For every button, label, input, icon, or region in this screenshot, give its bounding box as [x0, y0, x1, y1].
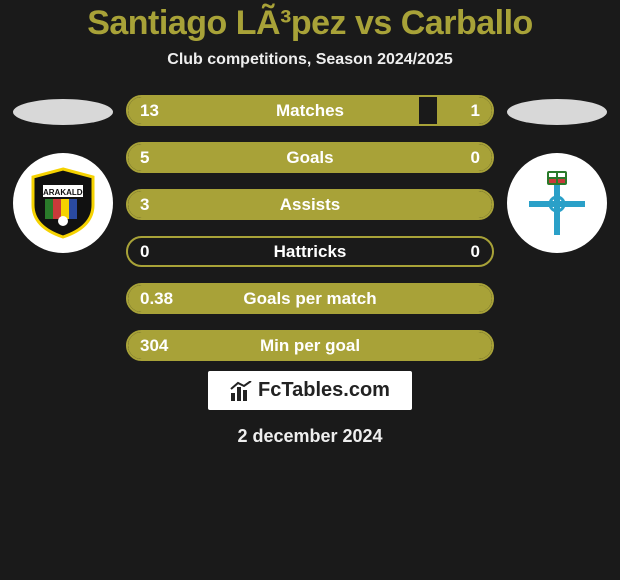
right-player-ellipse: [507, 99, 607, 125]
stat-row: 304 Min per goal: [126, 330, 494, 361]
ferrol-crest-icon: [519, 165, 595, 241]
stat-label: Matches: [276, 101, 344, 121]
stat-fill-right: [437, 97, 492, 124]
left-player-column: BARAKALDO: [8, 95, 118, 253]
stat-row: 5 Goals 0: [126, 142, 494, 173]
stat-bars: 13 Matches 1 5 Goals 0 3 Assists 0 Hattricks 0 0.38…: [126, 95, 494, 361]
stat-row: 13 Matches 1: [126, 95, 494, 126]
barakaldo-cf-badge: BARAKALDO: [13, 153, 113, 253]
stat-row: 3 Assists: [126, 189, 494, 220]
stat-value-right: 0: [471, 148, 480, 168]
bar-chart-icon: [230, 381, 252, 401]
stat-fill-left: [128, 97, 419, 124]
barakaldo-crest-icon: BARAKALDO: [25, 165, 101, 241]
page-title: Santiago LÃ³pez vs Carballo: [87, 4, 533, 43]
stat-label: Goals per match: [243, 289, 376, 309]
racing-ferrol-badge: [507, 153, 607, 253]
stat-value-left: 13: [140, 101, 159, 121]
left-player-ellipse: [13, 99, 113, 125]
stat-value-right: 0: [471, 242, 480, 262]
stat-label: Hattricks: [274, 242, 347, 262]
svg-text:BARAKALDO: BARAKALDO: [37, 188, 89, 197]
stat-row: 0.38 Goals per match: [126, 283, 494, 314]
stat-value-left: 0.38: [140, 289, 173, 309]
infographic-root: Santiago LÃ³pez vs Carballo Club competi…: [0, 0, 620, 580]
stat-value-right: 1: [471, 101, 480, 121]
stat-value-left: 5: [140, 148, 149, 168]
right-player-column: [502, 95, 612, 253]
season-subtitle: Club competitions, Season 2024/2025: [167, 51, 452, 69]
stats-area: BARAKALDO 13 Matches 1 5 Goals 0 3 Assists 0 Hatt…: [0, 95, 620, 361]
stat-label: Assists: [280, 195, 340, 215]
brand-text: FcTables.com: [258, 379, 390, 402]
stat-label: Min per goal: [260, 336, 360, 356]
generation-date: 2 december 2024: [237, 426, 382, 447]
stat-label: Goals: [286, 148, 333, 168]
stat-row: 0 Hattricks 0: [126, 236, 494, 267]
stat-value-left: 0: [140, 242, 149, 262]
fctables-watermark: FcTables.com: [208, 371, 412, 410]
stat-value-left: 304: [140, 336, 168, 356]
stat-value-left: 3: [140, 195, 149, 215]
